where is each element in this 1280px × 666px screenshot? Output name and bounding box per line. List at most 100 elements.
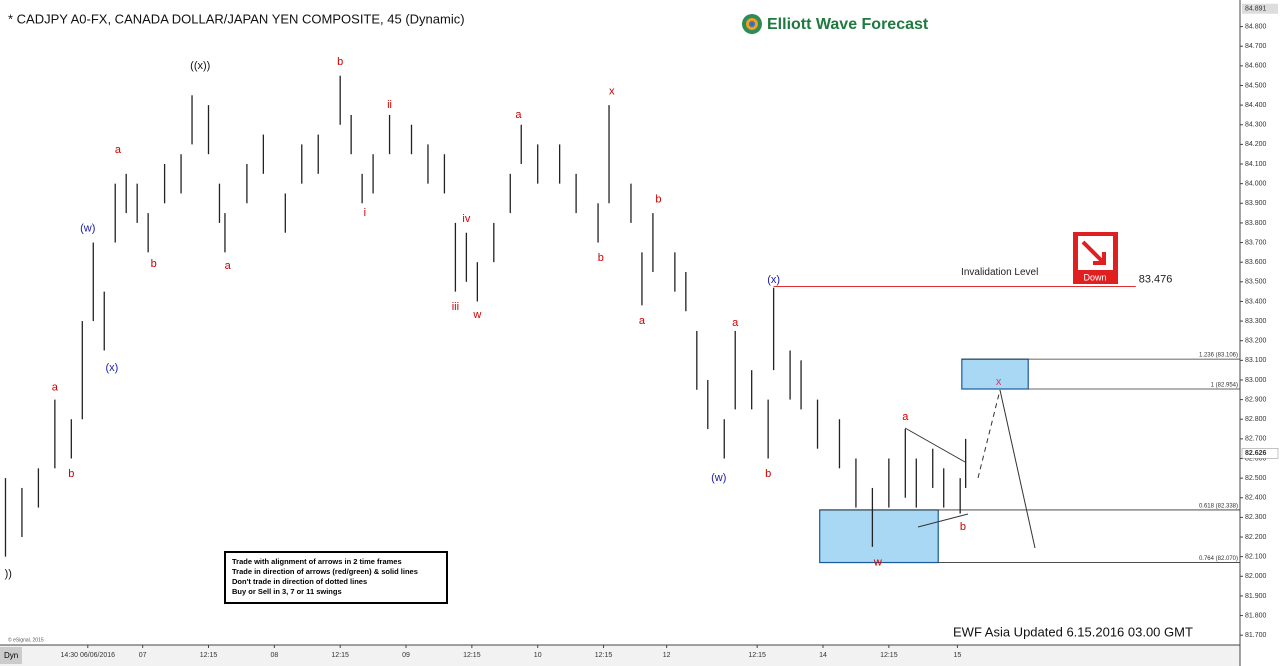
wave-label: ii [387, 99, 392, 111]
rules-box [224, 551, 448, 604]
y-tick-label: 82.700 [1245, 436, 1267, 443]
wave-label: iii [452, 301, 459, 313]
axis-high-box [1242, 3, 1278, 14]
wave-label: (w) [711, 472, 726, 484]
wave-label: a [115, 144, 122, 156]
wave-label: (w) [80, 223, 95, 235]
fib-label: 0.618 (82.338) [1199, 504, 1238, 510]
x-tick-label: 07 [139, 652, 147, 659]
y-tick-label: 84.200 [1245, 141, 1267, 148]
x-tick-label: 14:30 06/06/2016 [61, 652, 116, 659]
invalidation-label: Invalidation Level [961, 267, 1038, 278]
wave-label: (x) [767, 274, 780, 286]
x-axis-strip [0, 645, 1240, 666]
wave-label: ((x)) [190, 60, 210, 72]
rule: Buy or Sell in 3, 7 or 11 swings [232, 587, 342, 596]
y-tick-label: 83.100 [1245, 357, 1267, 364]
logo-icon-core [749, 21, 755, 27]
rule: Don't trade in direction of dotted lines [232, 577, 367, 586]
x-tick-label: 12:15 [748, 652, 766, 659]
fib-label: 1 (82.954) [1211, 383, 1238, 389]
y-tick-label: 84.800 [1245, 23, 1267, 30]
wave-label: b [765, 468, 771, 480]
wave-label: a [52, 382, 59, 394]
wave-label: w [873, 556, 882, 568]
wave-label: a [225, 260, 232, 272]
projection-line [999, 389, 1036, 549]
x-tick-label: 14 [819, 652, 827, 659]
y-tick-label: 82.900 [1245, 396, 1267, 403]
target-zone [819, 509, 939, 564]
x-tick-label: 12:15 [331, 652, 349, 659]
mode-box [0, 647, 22, 664]
wave-label: b [68, 468, 74, 480]
y-tick-label: 83.200 [1245, 338, 1267, 345]
wave-label: b [960, 521, 966, 533]
y-tick-label: 84.400 [1245, 102, 1267, 109]
x-tick-label: 12:15 [463, 652, 481, 659]
rule: Trade with alignment of arrows in 2 time… [232, 557, 402, 566]
wave-label: i [364, 207, 366, 219]
axis-high-label: 84.891 [1245, 6, 1267, 13]
wave-label: x [609, 85, 615, 97]
y-tick-label: 84.600 [1245, 63, 1267, 70]
x-tick-label: 15 [954, 652, 962, 659]
footer: EWF Asia Updated 6.15.2016 03.00 GMT [953, 624, 1193, 639]
y-tick-label: 84.500 [1245, 82, 1267, 89]
wave-label: x [996, 376, 1002, 388]
x-tick-label: 12:15 [880, 652, 898, 659]
wave-label: )) [5, 568, 12, 580]
x-tick-label: 08 [270, 652, 278, 659]
last-price-label: 82.626 [1245, 450, 1267, 457]
projection-dashed [977, 389, 1001, 479]
y-tick-label: 81.800 [1245, 612, 1267, 619]
x-tick-label: 12:15 [200, 652, 218, 659]
wave-label: a [639, 315, 646, 327]
y-tick-label: 83.400 [1245, 298, 1267, 305]
y-tick-label: 82.400 [1245, 495, 1267, 502]
y-tick-label: 84.700 [1245, 43, 1267, 50]
y-tick-label: 84.000 [1245, 180, 1267, 187]
y-tick-label: 83.800 [1245, 220, 1267, 227]
copyright: © eSignal, 2015 [8, 636, 44, 643]
y-tick-label: 83.700 [1245, 239, 1267, 246]
y-tick-label: 81.900 [1245, 593, 1267, 600]
chart-title: * CADJPY A0-FX, CANADA DOLLAR/JAPAN YEN … [8, 11, 465, 26]
y-tick-label: 83.900 [1245, 200, 1267, 207]
wave-label: w [472, 309, 481, 321]
fib-label: 1.236 (83.106) [1199, 353, 1238, 359]
target-zone [961, 358, 1029, 390]
y-tick-label: 82.200 [1245, 534, 1267, 541]
y-tick-label: 82.000 [1245, 573, 1267, 580]
brand: Elliott Wave Forecast [767, 16, 929, 33]
wave-label: a [902, 411, 909, 423]
y-tick-label: 84.100 [1245, 161, 1267, 168]
triangle-line [917, 513, 969, 528]
down-arrow [1081, 240, 1106, 265]
y-tick-label: 82.600 [1245, 455, 1267, 462]
last-price-box [1241, 448, 1279, 459]
x-tick-label: 12:15 [595, 652, 613, 659]
fib-label: 0.764 (82.070) [1199, 556, 1238, 562]
mode-label: Dyn [4, 651, 18, 660]
wave-label: a [515, 109, 522, 121]
y-tick-label: 83.600 [1245, 259, 1267, 266]
x-tick-label: 10 [534, 652, 542, 659]
x-tick-label: 09 [402, 652, 410, 659]
rule: Trade in direction of arrows (red/green)… [232, 567, 418, 576]
y-tick-label: 81.700 [1245, 632, 1267, 639]
y-tick-label: 82.500 [1245, 475, 1267, 482]
wave-label: (x) [106, 362, 119, 374]
invalidation-value: 83.476 [1139, 273, 1173, 285]
wave-label: b [151, 258, 157, 270]
y-tick-label: 83.500 [1245, 279, 1267, 286]
y-tick-label: 83.000 [1245, 377, 1267, 384]
triangle-line [904, 427, 966, 463]
y-tick-label: 82.100 [1245, 554, 1267, 561]
y-tick-label: 84.300 [1245, 122, 1267, 129]
wave-label: b [655, 193, 661, 205]
wave-label: a [732, 317, 739, 329]
down-label: Down [1083, 272, 1106, 282]
wave-label: b [598, 252, 604, 264]
